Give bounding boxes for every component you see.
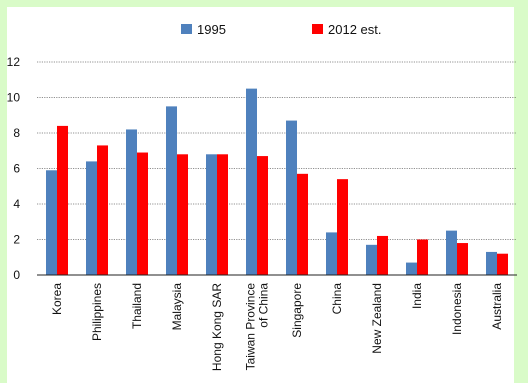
legend-label: 2012 est. [328,22,382,37]
x-tick-label: India [410,283,424,309]
bar-series2 [217,154,228,275]
y-tick-label: 8 [13,126,20,140]
bar-series1 [246,88,257,275]
y-tick-label: 4 [13,197,20,211]
bar-series1 [166,106,177,275]
x-tick-label: China [330,283,344,315]
bar-series1 [286,120,297,275]
x-tick-label: Singapore [290,283,304,338]
legend-swatch [312,24,323,34]
bar-series1 [46,170,57,275]
bar-series1 [126,129,137,275]
bar-series1 [446,230,457,275]
x-tick-label: Indonesia [450,283,464,335]
bar-series2 [257,156,268,275]
gridlines [37,61,517,240]
bar-series2 [337,179,348,275]
y-tick-label: 2 [13,233,20,247]
legend: 1995 2012 est. [181,22,382,37]
bar-series2 [497,253,508,275]
y-tick-label: 10 [7,91,21,105]
legend-label: 1995 [197,22,226,37]
bar-series1 [486,251,497,275]
bar-series2 [297,173,308,275]
bar-series2 [457,243,468,275]
x-tick-label: Philippines [90,283,104,341]
axes: 0 2 4 6 8 10 12 Korea Philippines Thailand Malaysi… [7,55,517,371]
bar-series1 [366,244,377,275]
y-tick-label: 6 [13,162,20,176]
bar-series2 [177,154,188,275]
x-tick-label: of China [257,283,271,328]
bar-series2 [97,145,108,275]
legend-swatch [181,24,192,34]
bar-series2 [377,235,388,275]
x-tick-label: Australia [490,283,504,330]
bar-series1 [326,232,337,275]
x-tick-label: New Zealand [370,283,384,354]
bar-series2 [417,239,428,275]
bar-series1 [406,262,417,275]
x-tick-label: Hong Kong SAR [210,283,224,371]
x-tick-label: Malaysia [170,283,184,331]
x-tick-label: Thailand [130,283,144,329]
y-tick-label: 0 [13,268,20,282]
x-tick-label: Taiwan Province [244,283,258,371]
bars [46,88,508,276]
x-tick-label: Korea [50,283,64,315]
y-tick-label: 12 [7,55,21,69]
bar-series1 [206,154,217,275]
bar-series1 [86,161,97,275]
bar-series2 [57,125,68,276]
bar-series2 [137,152,148,275]
